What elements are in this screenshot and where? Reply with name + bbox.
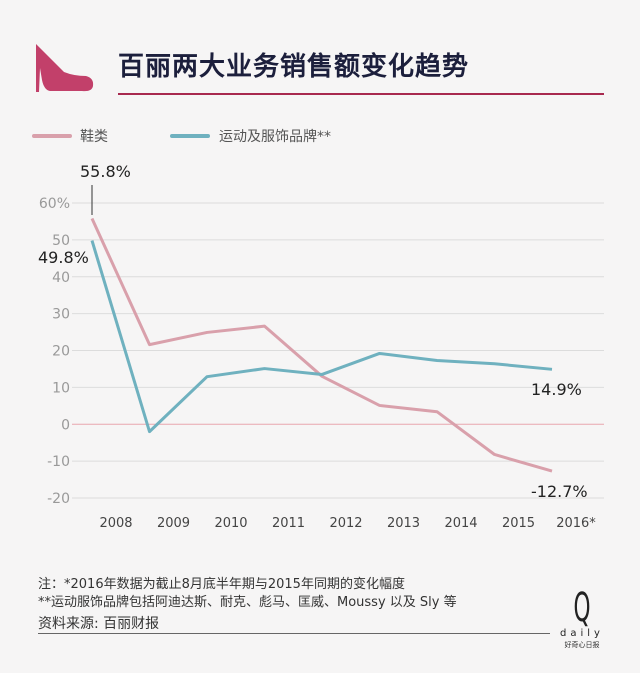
legend-swatch-shoes bbox=[32, 134, 72, 138]
data-label-shoes-2016: -12.7% bbox=[531, 482, 588, 501]
y-tick-label: 60% bbox=[39, 196, 70, 212]
series-line-shoes bbox=[90, 217, 553, 473]
y-tick-label: -10 bbox=[47, 454, 70, 470]
y-tick-label: 10 bbox=[52, 380, 70, 396]
x-tick-label: 2016* bbox=[556, 516, 596, 531]
x-tick-label: 2011 bbox=[272, 516, 305, 531]
legend-swatch-sports bbox=[170, 134, 210, 138]
logo-word: daily bbox=[560, 628, 604, 639]
y-tick-label: 50 bbox=[52, 233, 70, 249]
logo-letter: Q bbox=[573, 585, 591, 631]
x-tick-label: 2015 bbox=[502, 516, 535, 531]
x-tick-label: 2009 bbox=[157, 516, 190, 531]
footnote-2: **运动服饰品牌包括阿迪达斯、耐克、彪马、匡威、Moussy 以及 Sly 等 bbox=[38, 595, 457, 610]
chart-title: 百丽两大业务销售额变化趋势 bbox=[118, 52, 470, 82]
logo-tagline: 好奇心日报 bbox=[564, 641, 600, 649]
x-tick-label: 2008 bbox=[99, 516, 132, 531]
data-label-sports-2016: 14.9% bbox=[531, 380, 582, 399]
y-tick-label: 40 bbox=[52, 270, 70, 286]
y-tick-label: 20 bbox=[52, 344, 70, 360]
footnote-1: 注：*2016年数据为截止8月底半年期与2015年同期的变化幅度 bbox=[38, 577, 405, 592]
qdaily-logo: Q daily 好奇心日报 bbox=[560, 588, 604, 650]
data-label-sports-2008: 49.8% bbox=[38, 248, 89, 267]
legend-label-sports: 运动及服饰品牌** bbox=[219, 129, 331, 145]
y-tick-label: 30 bbox=[52, 307, 70, 323]
x-tick-label: 2012 bbox=[329, 516, 362, 531]
y-tick-label: 0 bbox=[61, 417, 70, 433]
title-divider bbox=[118, 93, 604, 95]
source-note: 资料来源: 百丽财报 bbox=[38, 616, 160, 632]
x-tick-label: 2013 bbox=[387, 516, 420, 531]
x-tick-label: 2010 bbox=[214, 516, 247, 531]
legend-label-shoes: 鞋类 bbox=[80, 129, 108, 145]
high-heel-shoe-icon bbox=[36, 44, 94, 92]
series-line-sports bbox=[90, 240, 553, 434]
y-tick-label: -20 bbox=[47, 491, 70, 507]
data-label-shoes-2008: 55.8% bbox=[80, 162, 131, 181]
footer-divider bbox=[38, 633, 550, 634]
x-tick-label: 2014 bbox=[444, 516, 477, 531]
